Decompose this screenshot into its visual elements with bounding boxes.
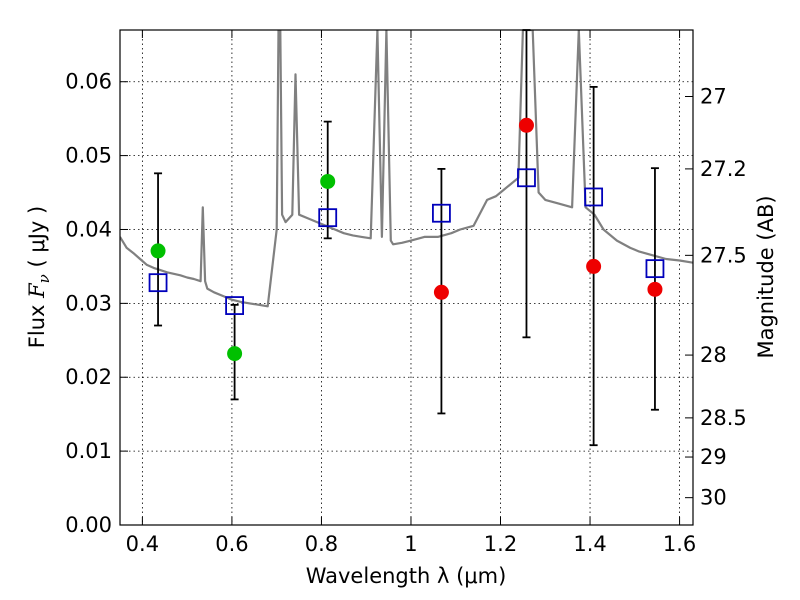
y-tick-label: 0.03	[65, 291, 112, 315]
x-axis-label: Wavelength λ (μm)	[306, 564, 507, 588]
y-axis-label-post: ( μJy )	[25, 206, 49, 274]
x-tick-label: 1.4	[573, 532, 606, 556]
y-axis-label-symbol: F	[25, 282, 49, 299]
y-tick-label: 0.06	[65, 70, 112, 94]
ticks-layer: 0.4 0.6 0.8 1 1.2 1.4 1.6 0.00 0.01 0.02 0.03 0.04 0…	[65, 30, 747, 556]
y2-tick-label: 30	[700, 486, 727, 510]
grid	[120, 30, 693, 526]
red-data-point	[518, 117, 534, 133]
spectrum-line	[120, 30, 693, 308]
x-tick-label: 0.4	[126, 532, 159, 556]
red-data-point	[433, 284, 449, 300]
y-axis-label-subscript: ν	[35, 274, 53, 283]
y2-axis-label: Magnitude (AB)	[754, 195, 778, 358]
model-square-point	[584, 187, 604, 207]
model-square-point	[645, 259, 665, 279]
green-data-point	[320, 173, 336, 189]
model-square-point	[225, 296, 245, 315]
model-square-point	[432, 203, 451, 223]
model-square-point	[318, 208, 338, 228]
y-tick-label: 0.00	[65, 513, 112, 537]
y-axis-label: Flux Fν ( μJy )	[25, 206, 53, 348]
y2-tick-label: 29	[700, 445, 727, 469]
y2-tick-label: 27.5	[700, 243, 747, 267]
y-tick-label: 0.05	[65, 144, 112, 168]
y-tick-label: 0.04	[65, 217, 112, 241]
x-tick-label: 1.2	[484, 532, 517, 556]
plot-frame	[119, 29, 694, 526]
y-tick-label: 0.01	[65, 439, 112, 463]
red-data-point	[647, 281, 663, 297]
y-tick-label: 0.02	[65, 365, 112, 389]
green-data-point	[150, 243, 166, 259]
red-data-point	[586, 258, 602, 274]
y2-tick-label: 27	[700, 84, 727, 108]
points-layer	[148, 117, 665, 362]
y2-tick-label: 28	[700, 343, 727, 367]
x-tick-label: 1	[404, 532, 417, 556]
x-tick-label: 0.6	[215, 532, 248, 556]
x-tick-label: 1.6	[663, 532, 696, 556]
plot-background	[120, 30, 693, 525]
y2-tick-label: 27.2	[700, 157, 747, 181]
model-square-point	[517, 168, 536, 188]
green-data-point	[227, 346, 243, 362]
model-square-point	[148, 273, 168, 293]
y2-tick-label: 28.5	[700, 406, 747, 430]
x-tick-label: 0.8	[305, 532, 338, 556]
y-axis-label-pre: Flux	[25, 298, 49, 348]
spectrum-layer	[120, 30, 693, 308]
